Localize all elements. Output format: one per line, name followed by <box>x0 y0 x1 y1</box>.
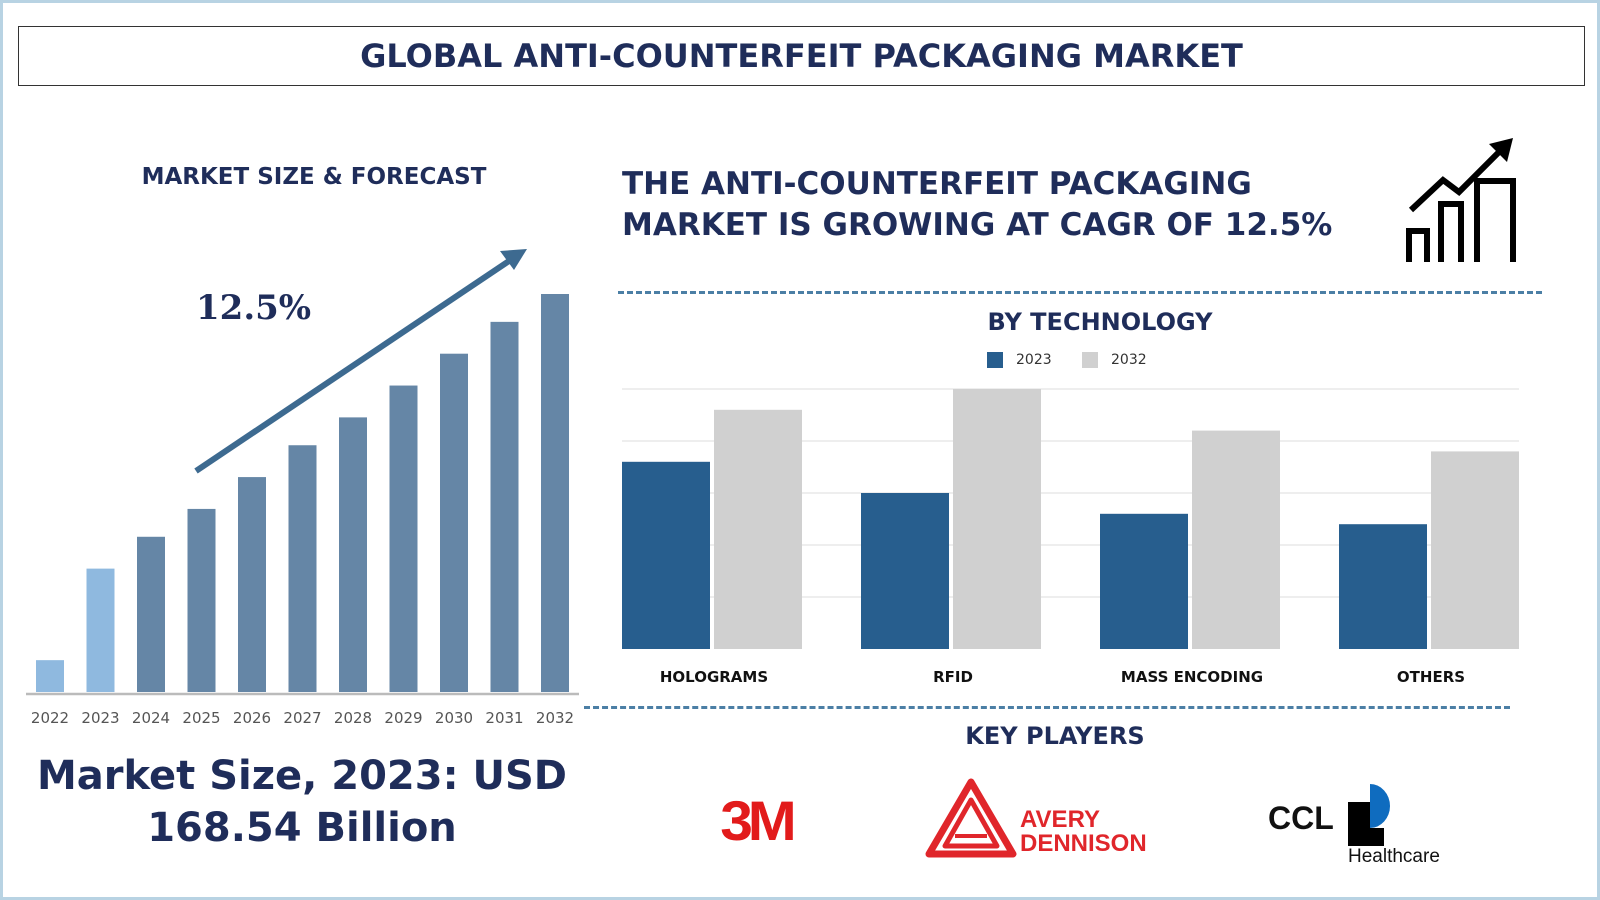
category-label-mass-encoding: MASS ENCODING <box>1120 668 1264 686</box>
growth-arrow-line <box>194 254 517 474</box>
category-label-holograms: HOLOGRAMS <box>659 668 769 686</box>
avery-text: AVERY <box>1020 806 1101 833</box>
logo-3m: 3M <box>720 789 796 852</box>
bar-2029 <box>389 385 418 692</box>
dennison-text: DENNISON <box>1020 830 1147 857</box>
legend-swatch-2023 <box>987 352 1003 368</box>
avery-dennison-triangle-icon <box>925 778 1017 858</box>
bar-others-2032 <box>1431 451 1519 649</box>
bar-rfid-2032 <box>953 389 1041 649</box>
logo-avery-dennison: AVERY DENNISON <box>1020 808 1147 856</box>
bar-2023 <box>86 568 115 692</box>
cagr-headline-line2: MARKET IS GROWING AT CAGR OF 12.5% <box>622 207 1333 243</box>
bar-holograms-2023 <box>622 461 710 649</box>
page-title: GLOBAL ANTI-COUNTERFEIT PACKAGING MARKET <box>18 26 1585 86</box>
bar-2025 <box>187 508 216 692</box>
growth-chart-icon <box>1406 138 1516 262</box>
bar-2026 <box>238 477 266 692</box>
year-label-2022: 2022 <box>30 709 70 727</box>
bar-others-2023 <box>1339 524 1427 649</box>
year-label-2031: 2031 <box>485 709 524 727</box>
market-size-line1: Market Size, 2023: USD <box>36 753 568 799</box>
bar-mass-encoding-2023 <box>1100 513 1188 649</box>
year-label-2032: 2032 <box>535 709 575 727</box>
cagr-label: 12.5% <box>196 288 312 328</box>
market-size-heading: MARKET SIZE & FORECAST <box>141 164 487 190</box>
bar-mass-encoding-2032 <box>1192 430 1280 649</box>
bar-holograms-2032 <box>714 409 802 649</box>
logo-ccl-healthcare: Healthcare <box>1348 846 1440 867</box>
year-label-2025: 2025 <box>182 709 221 727</box>
bar-2030 <box>440 353 468 692</box>
category-label-rfid: RFID <box>933 668 973 686</box>
year-label-2024: 2024 <box>131 709 171 727</box>
cagr-headline: THE ANTI-COUNTERFEIT PACKAGING MARKET IS… <box>622 164 1332 246</box>
year-label-2029: 2029 <box>384 709 423 727</box>
bar-rfid-2023 <box>861 493 949 649</box>
year-label-2027: 2027 <box>283 709 322 727</box>
logo-ccl: CCL <box>1268 800 1334 836</box>
growth-arrow-head <box>500 249 527 270</box>
bar-2031 <box>490 321 519 692</box>
year-label-2026: 2026 <box>232 709 272 727</box>
legend-swatch-2032 <box>1082 352 1098 368</box>
bar-2032 <box>541 294 569 692</box>
year-label-2023: 2023 <box>81 709 120 727</box>
year-label-2028: 2028 <box>333 709 373 727</box>
divider-bottom <box>584 706 1510 709</box>
divider-top <box>618 291 1542 294</box>
legend-label-2032: 2032 <box>1111 352 1147 368</box>
technology-chart <box>622 388 1519 649</box>
category-label-others: OTHERS <box>1396 668 1466 686</box>
key-players-heading: KEY PLAYERS <box>965 722 1145 750</box>
bar-2028 <box>339 417 367 692</box>
market-forecast-chart <box>26 249 579 696</box>
market-size-line2: 168.54 Billion <box>147 805 457 851</box>
ccl-logo-icon <box>1348 784 1390 846</box>
year-label-2030: 2030 <box>434 709 474 727</box>
bar-2027 <box>288 445 317 692</box>
bar-2022 <box>36 660 64 692</box>
technology-chart-title: BY TECHNOLOGY <box>987 308 1213 336</box>
cagr-headline-line1: THE ANTI-COUNTERFEIT PACKAGING <box>622 166 1252 202</box>
legend-label-2023: 2023 <box>1016 352 1052 368</box>
bar-2024 <box>137 536 165 692</box>
